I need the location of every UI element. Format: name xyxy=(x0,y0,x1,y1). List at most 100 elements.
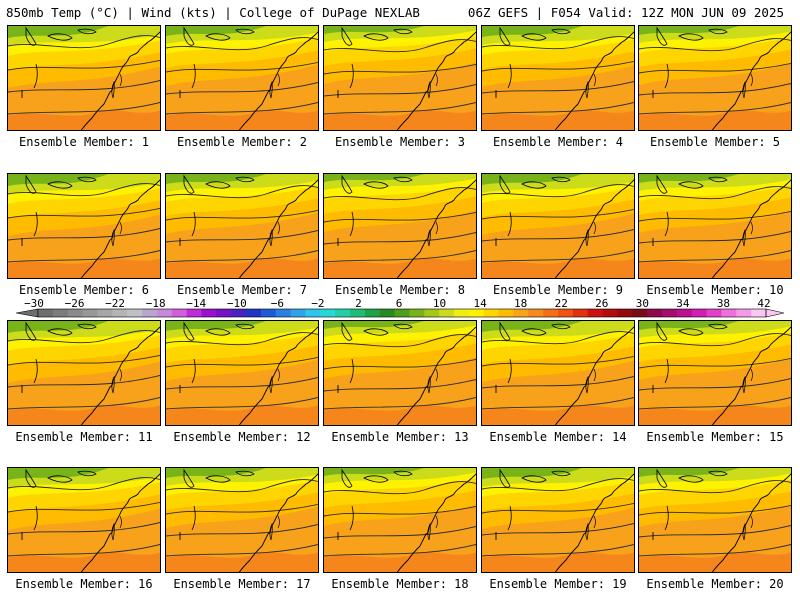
colorbar-tick-label: 14 xyxy=(473,297,487,310)
temperature-map xyxy=(166,321,318,425)
colorbar-swatch xyxy=(513,309,529,317)
colorbar-tick-label: −10 xyxy=(227,297,247,310)
ensemble-map-panel xyxy=(323,467,477,573)
temperature-colorbar: −30 −26 −22 −18 −14 −10 −6 −2 2 6 10 14 18 22 26 30 34 38… xyxy=(0,296,800,322)
colorbar-graphic: −30 −26 −22 −18 −14 −10 −6 −2 2 6 10 14 18 22 26 30 34 38… xyxy=(15,297,785,318)
ensemble-member-label: Ensemble Member: 1 xyxy=(18,135,150,149)
colorbar-tick-label: −14 xyxy=(186,297,206,310)
ensemble-map-panel xyxy=(481,320,635,426)
colorbar-swatch xyxy=(468,309,485,317)
colorbar-tick-label: −30 xyxy=(24,297,44,310)
temperature-map xyxy=(639,468,791,572)
ensemble-map-panel xyxy=(7,467,161,573)
ensemble-map-panel xyxy=(7,173,161,279)
temperature-map xyxy=(324,468,476,572)
colorbar-swatch xyxy=(127,309,143,317)
colorbar-swatch xyxy=(602,309,618,317)
ensemble-map-panel xyxy=(638,467,792,573)
colorbar-swatch xyxy=(231,309,247,317)
colorbar-tick-label: −22 xyxy=(105,297,125,310)
colorbar-tick-label: 18 xyxy=(514,297,527,310)
ensemble-member-label: Ensemble Member: 13 xyxy=(331,430,469,444)
colorbar-swatch xyxy=(260,309,277,317)
temperature-map xyxy=(8,174,160,278)
colorbar-swatch xyxy=(676,309,693,317)
colorbar-tick-label: −26 xyxy=(65,297,85,310)
colorbar-tick-label: −18 xyxy=(146,297,166,310)
temperature-map xyxy=(639,26,791,130)
ensemble-member-label: Ensemble Member: 8 xyxy=(334,283,466,297)
colorbar-swatch xyxy=(558,309,574,317)
colorbar-swatch xyxy=(751,309,767,317)
colorbar-tick-label: 6 xyxy=(396,297,403,310)
ensemble-member-label: Ensemble Member: 7 xyxy=(176,283,308,297)
colorbar-swatch xyxy=(82,309,98,317)
colorbar-swatch xyxy=(320,309,336,317)
temperature-map xyxy=(8,321,160,425)
ensemble-member-label: Ensemble Member: 16 xyxy=(15,577,153,591)
colorbar-swatch xyxy=(186,309,202,317)
temperature-map xyxy=(639,174,791,278)
ensemble-map-panel xyxy=(323,25,477,131)
colorbar-swatch xyxy=(156,309,173,317)
ensemble-map-panel xyxy=(323,173,477,279)
colorbar-max-arrow xyxy=(765,308,785,318)
colorbar-tick-label: 38 xyxy=(717,297,730,310)
ensemble-member-label: Ensemble Member: 6 xyxy=(18,283,150,297)
colorbar-swatch xyxy=(706,309,722,317)
ensemble-member-label: Ensemble Member: 20 xyxy=(646,577,784,591)
colorbar-tick-label: 34 xyxy=(676,297,690,310)
colorbar-swatch xyxy=(394,309,410,317)
colorbar-swatch xyxy=(483,309,499,317)
colorbar-swatch xyxy=(662,309,678,317)
temperature-map xyxy=(482,321,634,425)
temperature-map xyxy=(166,468,318,572)
colorbar-tick-label: −6 xyxy=(271,297,284,310)
ensemble-map-panel xyxy=(638,25,792,131)
model-run-info: 06Z GEFS | F054 Valid: 12Z MON JUN 09 20… xyxy=(467,5,784,20)
ensemble-map-panel xyxy=(165,467,319,573)
colorbar-swatch xyxy=(275,309,291,317)
colorbar-swatch xyxy=(691,309,707,317)
colorbar-swatch xyxy=(424,309,440,317)
ensemble-member-label: Ensemble Member: 19 xyxy=(489,577,627,591)
colorbar-swatch xyxy=(498,309,514,317)
ensemble-map-panel xyxy=(323,320,477,426)
ensemble-member-label: Ensemble Member: 14 xyxy=(489,430,627,444)
temperature-map xyxy=(482,26,634,130)
colorbar-min-arrow xyxy=(15,308,39,318)
ensemble-member-label: Ensemble Member: 12 xyxy=(173,430,311,444)
colorbar-swatch xyxy=(721,309,737,317)
ensemble-member-label: Ensemble Member: 9 xyxy=(492,283,624,297)
temperature-map xyxy=(324,174,476,278)
temperature-map xyxy=(639,321,791,425)
colorbar-swatch xyxy=(647,309,663,317)
ensemble-member-label: Ensemble Member: 15 xyxy=(646,430,784,444)
temperature-map xyxy=(8,26,160,130)
colorbar-swatch xyxy=(572,309,589,317)
colorbar-swatch xyxy=(364,309,381,317)
ensemble-member-label: Ensemble Member: 10 xyxy=(646,283,784,297)
ensemble-map-panel xyxy=(165,320,319,426)
colorbar-swatch xyxy=(736,309,752,317)
colorbar-outline xyxy=(37,308,767,318)
colorbar-swatch xyxy=(350,309,366,317)
colorbar-tick-label: 2 xyxy=(355,297,362,310)
colorbar-tick-label: 22 xyxy=(555,297,568,310)
ensemble-map-panel xyxy=(481,467,635,573)
colorbar-swatch xyxy=(632,309,648,317)
colorbar-swatch xyxy=(454,309,470,317)
ensemble-map-panel xyxy=(165,25,319,131)
colorbar-swatch xyxy=(543,309,559,317)
colorbar-tick-label: −2 xyxy=(311,297,324,310)
colorbar-swatch xyxy=(379,309,395,317)
ensemble-map-panel xyxy=(7,25,161,131)
colorbar-tick-label: 10 xyxy=(433,297,446,310)
colorbar-swatch xyxy=(335,309,351,317)
colorbar-swatch xyxy=(617,309,633,317)
colorbar-swatch xyxy=(97,309,113,317)
ensemble-map-panel xyxy=(638,173,792,279)
ensemble-map-panel xyxy=(7,320,161,426)
ensemble-map-panel xyxy=(165,173,319,279)
colorbar-swatch xyxy=(587,309,603,317)
